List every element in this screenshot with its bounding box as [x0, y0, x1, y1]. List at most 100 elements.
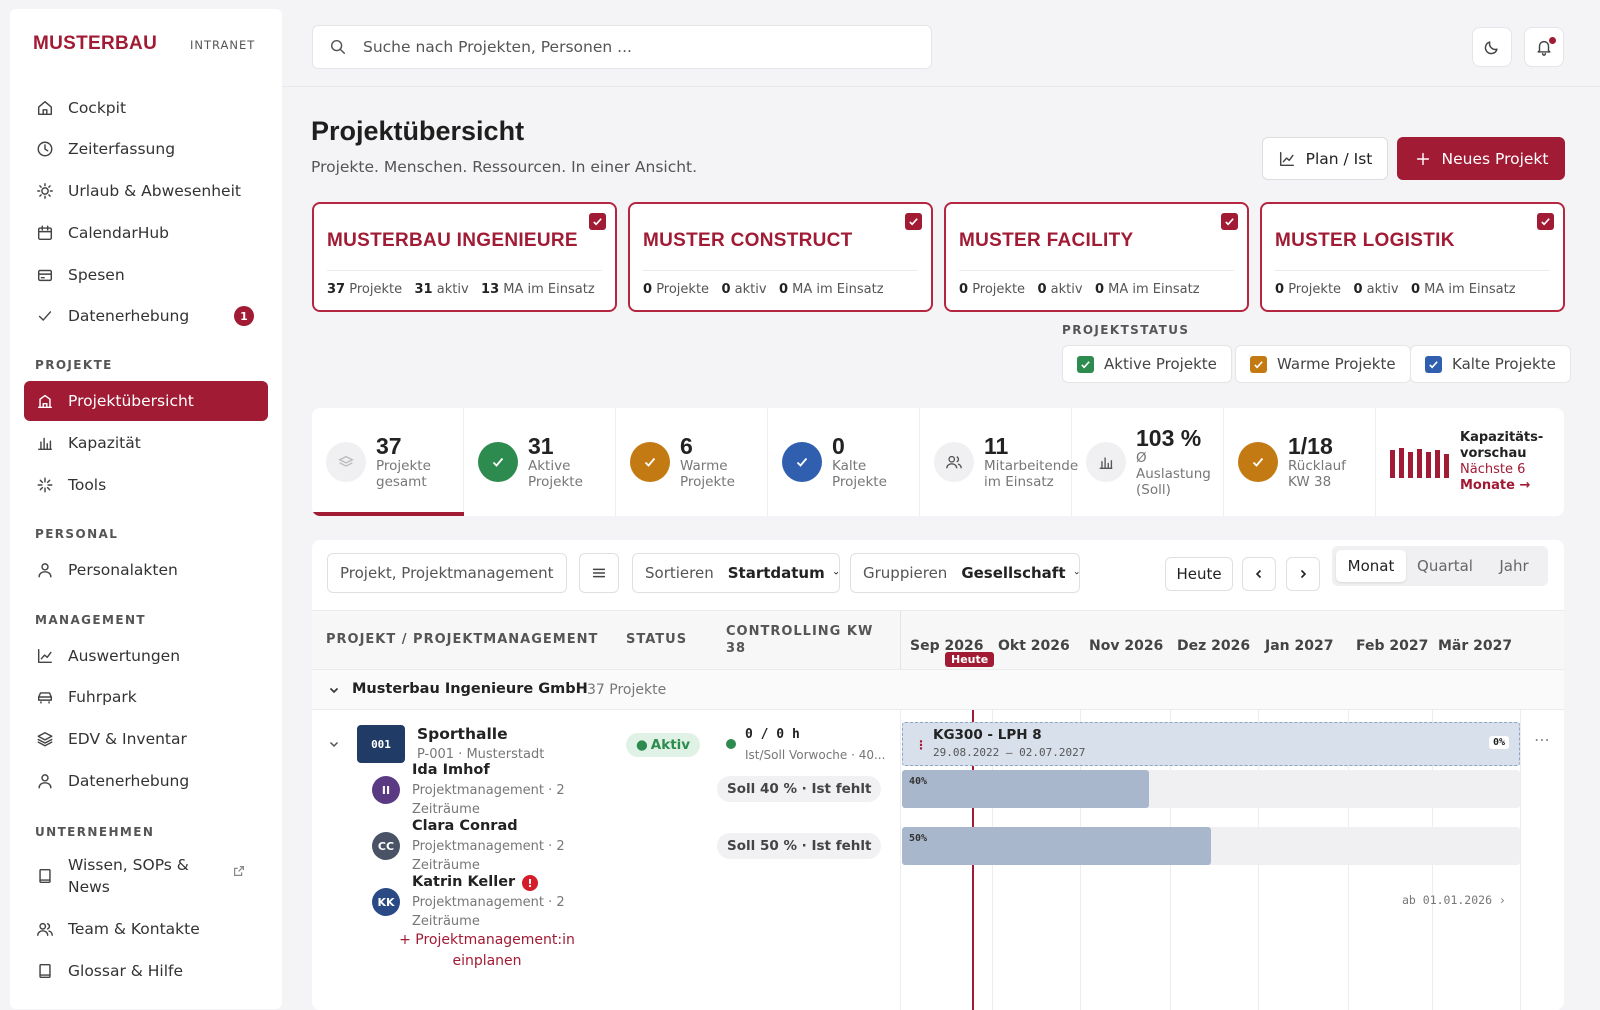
- new-project-label: Neues Projekt: [1441, 149, 1549, 168]
- chevron-down-icon[interactable]: [328, 738, 340, 750]
- person-name[interactable]: Clara Conrad: [412, 818, 518, 834]
- sidebar-item-auswertungen[interactable]: Auswertungen: [24, 636, 268, 676]
- sidebar-item-personalakten[interactable]: Personalakten: [24, 550, 268, 590]
- sidebar-item-kapazitaet[interactable]: Kapazität: [24, 423, 268, 463]
- kpi-label: gesamt: [376, 474, 427, 490]
- view-monat[interactable]: Monat: [1336, 550, 1406, 582]
- project-name[interactable]: Sporthalle: [417, 725, 508, 743]
- sidebar-item-edv-inventar[interactable]: EDV & Inventar: [24, 719, 268, 759]
- group-row[interactable]: Musterbau Ingenieure GmbH 37 Projekte: [312, 670, 1564, 710]
- check-icon: [1429, 360, 1438, 368]
- new-project-button[interactable]: Neues Projekt: [1397, 137, 1565, 180]
- drag-handle-icon[interactable]: ⋮: [915, 738, 927, 752]
- kpi-projekte-gesamt[interactable]: 37 Projekte gesamt: [312, 408, 464, 516]
- kapazitaet-title: Kapazitäts-: [1460, 430, 1544, 445]
- sidebar-item-fuhrpark[interactable]: Fuhrpark: [24, 677, 268, 717]
- checkbox[interactable]: [1250, 355, 1267, 373]
- external-link-icon: [234, 866, 244, 876]
- filter-warme-projekte[interactable]: Warme Projekte: [1235, 345, 1411, 383]
- bar-dates: 29.08.2022 – 02.07.2027: [933, 746, 1086, 759]
- dark-mode-button[interactable]: [1472, 27, 1512, 67]
- view-jahr[interactable]: Jahr: [1499, 557, 1529, 575]
- chevron-down-icon[interactable]: [328, 684, 340, 696]
- sidebar-item-wissen[interactable]: Wissen, SOPs & News: [24, 852, 268, 900]
- plan-ist-button[interactable]: Plan / Ist: [1262, 137, 1388, 180]
- sidebar-item-spesen[interactable]: Spesen: [24, 255, 268, 295]
- capacity-bars-icon: [1390, 448, 1449, 478]
- kapazitaet-link[interactable]: Nächste 6: [1460, 462, 1526, 477]
- sidebar-item-cockpit[interactable]: Cockpit: [24, 88, 268, 128]
- notification-dot: [1549, 37, 1556, 44]
- sidebar-item-datenerhebung[interactable]: Datenerhebung 1: [24, 296, 268, 336]
- project-filter-input[interactable]: Projekt, Projektmanagement: [327, 553, 567, 593]
- checkbox[interactable]: [1425, 355, 1442, 373]
- page-title: Projektübersicht: [311, 116, 525, 146]
- more-options-icon[interactable]: ⋯: [1534, 730, 1550, 749]
- add-pm-text: + Projektmanagement:in: [399, 932, 575, 948]
- status-dot: [726, 739, 736, 749]
- sort-select[interactable]: Sortieren Startdatum: [632, 553, 840, 593]
- person-name[interactable]: Ida Imhof: [412, 762, 490, 778]
- filter-placeholder: Projekt, Projektmanagement: [340, 564, 554, 582]
- brand-logo[interactable]: MUSTERBAU: [33, 33, 158, 54]
- filter-aktive-projekte[interactable]: Aktive Projekte: [1062, 345, 1232, 383]
- from-date-link[interactable]: ab 01.01.2026 ›: [1402, 893, 1506, 907]
- kpi-label: KW 38: [1288, 474, 1332, 490]
- kpi-label: Projekte: [528, 474, 583, 490]
- sidebar-item-zeiterfassung[interactable]: Zeiterfassung: [24, 129, 268, 169]
- sidebar-item-projektuebersicht[interactable]: Projektübersicht: [24, 381, 268, 421]
- sidebar-item-tools[interactable]: Tools: [24, 465, 268, 505]
- next-button[interactable]: [1286, 557, 1320, 591]
- plus-icon: [1416, 152, 1429, 165]
- view-quartal[interactable]: Quartal: [1417, 557, 1473, 575]
- sidebar-item-label: Datenerhebung: [68, 772, 190, 790]
- kpi-mitarbeitende[interactable]: 11 Mitarbeitende im Einsatz: [920, 408, 1078, 516]
- sidebar-item-label: Cockpit: [68, 99, 127, 117]
- kpi-aktive-projekte[interactable]: 31 Aktive Projekte: [464, 408, 616, 516]
- today-button[interactable]: Heute: [1165, 557, 1233, 591]
- person-icon: [38, 774, 52, 789]
- sidebar-item-datenerhebung-mgmt[interactable]: Datenerhebung: [24, 761, 268, 801]
- notifications-button[interactable]: [1524, 27, 1564, 67]
- company-checkbox[interactable]: [1537, 213, 1554, 230]
- company-card[interactable]: MUSTERBAU INGENIEURE 37 Projekte 31 akti…: [312, 202, 617, 312]
- checkbox[interactable]: [1077, 355, 1094, 373]
- add-project-manager-link[interactable]: + Projektmanagement:in einplanen: [397, 930, 577, 972]
- person-name[interactable]: Katrin Keller: [412, 874, 516, 890]
- kpi-auslastung[interactable]: 103 % Ø Auslastung (Soll): [1072, 408, 1224, 516]
- month-label: Feb 2027: [1356, 638, 1429, 654]
- view-switcher: Monat Quartal Jahr: [1332, 546, 1548, 586]
- sidebar-item-urlaub[interactable]: Urlaub & Abwesenheit: [24, 171, 268, 211]
- kpi-ruecklauf[interactable]: 1/18 Rücklauf KW 38: [1224, 408, 1376, 516]
- company-checkbox[interactable]: [589, 213, 606, 230]
- kpi-label: Kalte: [832, 458, 867, 474]
- filter-kalte-projekte[interactable]: Kalte Projekte: [1410, 345, 1571, 383]
- list-view-button[interactable]: [579, 553, 619, 593]
- search-bar[interactable]: Suche nach Projekten, Personen ...: [312, 25, 932, 69]
- project-gantt-bar[interactable]: ⋮ KG300 - LPH 8 29.08.2022 – 02.07.2027 …: [902, 722, 1520, 766]
- sidebar-item-calendarhub[interactable]: CalendarHub: [24, 213, 268, 253]
- kpi-kalte-projekte[interactable]: 0 Kalte Projekte: [768, 408, 920, 516]
- month-label: Mär 2027: [1438, 638, 1513, 654]
- line-chart-icon: [1279, 151, 1294, 166]
- prev-button[interactable]: [1242, 557, 1276, 591]
- company-card[interactable]: MUSTER LOGISTIK 0 Projekte 0 aktiv 0 MA …: [1260, 202, 1565, 312]
- kapazitaet-link[interactable]: Monate →: [1460, 478, 1531, 493]
- grid-line: [1520, 710, 1521, 1010]
- search-input[interactable]: Suche nach Projekten, Personen ...: [363, 38, 632, 56]
- sidebar-item-team[interactable]: Team & Kontakte: [24, 909, 268, 949]
- allocation-bar[interactable]: 40%: [902, 770, 1149, 808]
- company-card[interactable]: MUSTER CONSTRUCT 0 Projekte 0 aktiv 0 MA…: [628, 202, 933, 312]
- sidebar-item-glossar[interactable]: Glossar & Hilfe: [24, 951, 268, 991]
- company-card[interactable]: MUSTER FACILITY 0 Projekte 0 aktiv 0 MA …: [944, 202, 1249, 312]
- building-icon: [37, 394, 53, 409]
- allocation-bar[interactable]: 50%: [902, 827, 1211, 865]
- sidebar-item-label: Projektübersicht: [68, 392, 194, 410]
- kapazitaetsvorschau-card[interactable]: Kapazitäts- vorschau Nächste 6 Monate →: [1376, 408, 1564, 516]
- kpi-warme-projekte[interactable]: 6 Warme Projekte: [616, 408, 768, 516]
- kpi-value: 11: [984, 433, 1009, 459]
- group-select[interactable]: Gruppieren Gesellschaft: [850, 553, 1080, 593]
- check-icon: [593, 218, 602, 226]
- company-checkbox[interactable]: [1221, 213, 1238, 230]
- company-checkbox[interactable]: [905, 213, 922, 230]
